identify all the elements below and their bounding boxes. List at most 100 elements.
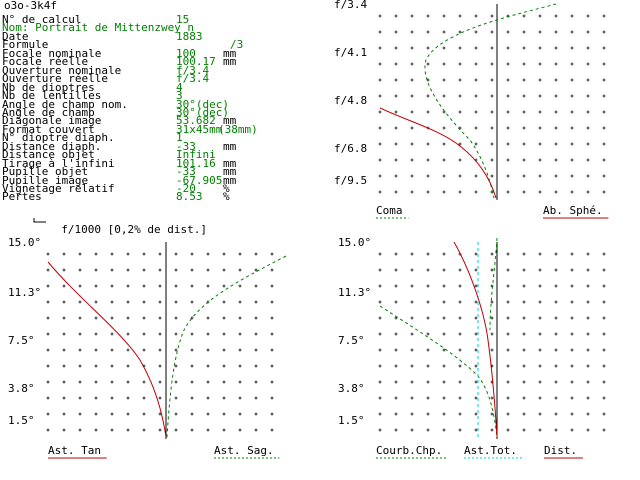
grid-mark [570, 316, 574, 320]
grid-mark [522, 14, 526, 18]
grid-mark [378, 316, 382, 320]
grid-mark [142, 348, 146, 352]
grid-mark [222, 348, 226, 352]
scale-bar [33, 218, 46, 223]
grid-mark [458, 78, 462, 82]
grid-mark [426, 252, 430, 256]
grid-mark [190, 300, 194, 304]
grid-mark [586, 190, 590, 194]
grid-mark [254, 316, 258, 320]
grid-mark [602, 142, 606, 146]
grid-mark [78, 380, 82, 384]
grid-mark [474, 396, 478, 400]
grid-mark [62, 348, 66, 352]
grid-mark [158, 380, 162, 384]
grid-mark [410, 396, 414, 400]
param-value: -20 [176, 182, 196, 195]
grid-mark [602, 190, 606, 194]
grid-mark [142, 396, 146, 400]
grid-mark [538, 268, 542, 272]
grid-mark [554, 14, 558, 18]
grid-mark [94, 428, 98, 432]
grid-mark [522, 396, 526, 400]
grid-mark [206, 348, 210, 352]
param-label: Ouverture nominale [2, 63, 122, 77]
grid-mark [522, 30, 526, 34]
grid-mark [126, 252, 130, 256]
grid-mark [46, 348, 50, 352]
grid-mark [142, 332, 146, 336]
grid-mark [46, 332, 50, 336]
grid-mark [554, 332, 558, 336]
grid-mark [410, 332, 414, 336]
grid-mark [474, 380, 478, 384]
grid-mark [538, 316, 542, 320]
grid-mark [538, 300, 542, 304]
grid-mark [426, 30, 430, 34]
grid-mark [602, 110, 606, 114]
grid-mark [94, 332, 98, 336]
grid-mark [474, 316, 478, 320]
grid-mark [378, 46, 382, 50]
grid-mark [62, 284, 66, 288]
distortion-curve [453, 241, 498, 438]
grid-mark [490, 348, 494, 352]
grid-mark [586, 94, 590, 98]
grid-mark [570, 396, 574, 400]
grid-mark [586, 142, 590, 146]
grid-mark [110, 252, 114, 256]
grid-mark [394, 428, 398, 432]
grid-mark [458, 300, 462, 304]
grid-mark [238, 396, 242, 400]
param-label: Formule [2, 38, 49, 52]
y-tick-label: 7.5° [338, 334, 365, 347]
grid-mark [378, 78, 382, 82]
grid-mark [522, 364, 526, 368]
grid-mark [442, 428, 446, 432]
grid-mark [570, 252, 574, 256]
grid-mark [238, 316, 242, 320]
grid-mark [174, 252, 178, 256]
grid-mark [458, 14, 462, 18]
grid-mark [474, 190, 478, 194]
grid-mark [538, 428, 542, 432]
param-unit: mm [223, 114, 237, 128]
grid-mark [538, 380, 542, 384]
grid-mark [158, 316, 162, 320]
grid-mark [458, 158, 462, 162]
grid-mark [378, 268, 382, 272]
param-label: Distance diaph. [2, 139, 102, 153]
grid-mark [394, 142, 398, 146]
y-tick-label: f/9.5 [334, 174, 367, 187]
grid-mark [554, 252, 558, 256]
grid-mark [426, 158, 430, 162]
param-value: -33 [176, 139, 196, 153]
grid-mark [142, 412, 146, 416]
grid-mark [554, 126, 558, 130]
grid-mark [442, 174, 446, 178]
legend-label: Dist. [544, 444, 577, 457]
grid-mark [222, 364, 226, 368]
grid-mark [506, 110, 510, 114]
grid-mark [570, 78, 574, 82]
grid-mark [174, 348, 178, 352]
grid-mark [270, 412, 274, 416]
grid-mark [110, 268, 114, 272]
grid-mark [94, 348, 98, 352]
param-unit: mm [223, 173, 237, 187]
grid-mark [602, 316, 606, 320]
grid-mark [602, 252, 606, 256]
grid-mark [410, 142, 414, 146]
grid-mark [586, 46, 590, 50]
grid-mark [46, 396, 50, 400]
grid-mark [142, 380, 146, 384]
grid-mark [394, 316, 398, 320]
grid-mark [394, 348, 398, 352]
grid-mark [602, 46, 606, 50]
grid-mark [126, 316, 130, 320]
param-label: N° de calcul [2, 13, 82, 26]
grid-mark [426, 142, 430, 146]
grid-mark [522, 348, 526, 352]
grid-mark [570, 126, 574, 130]
grid-mark [254, 428, 258, 432]
